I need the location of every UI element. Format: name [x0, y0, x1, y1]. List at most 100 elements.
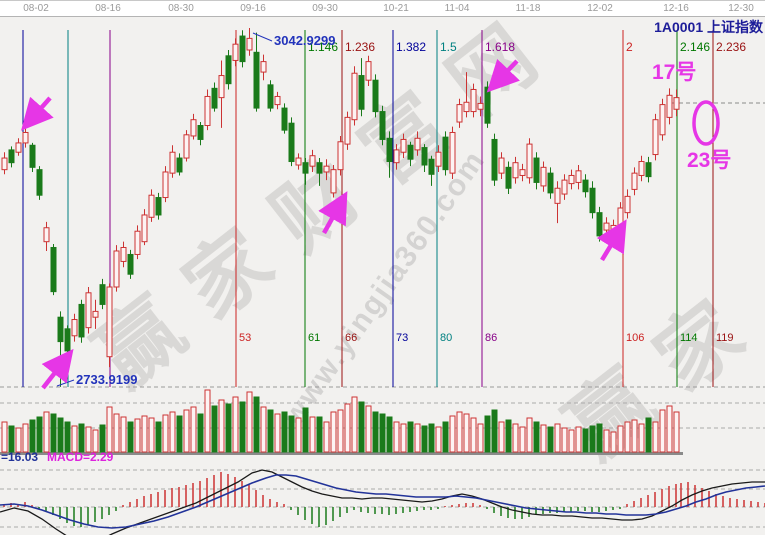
- annotation-arrow: [486, 58, 520, 93]
- candlestick: [295, 157, 302, 166]
- volume-bar: [218, 399, 225, 453]
- candlestick: [57, 316, 64, 343]
- candlestick: [85, 292, 92, 329]
- volume-bar: [120, 416, 127, 453]
- volume-bar: [183, 409, 190, 453]
- volume-bar: [267, 409, 274, 453]
- volume-bar: [211, 405, 218, 453]
- candlestick: [547, 172, 554, 194]
- candlestick: [400, 138, 407, 153]
- date-label: 11-04: [444, 3, 470, 14]
- volume-bar: [638, 423, 645, 453]
- volume-bar: [400, 423, 407, 453]
- candlestick: [505, 166, 512, 189]
- candlestick: [36, 169, 43, 196]
- low-price-label: 2733.9199: [76, 372, 138, 387]
- volume-bar: [386, 416, 393, 453]
- volume-bar: [15, 427, 22, 453]
- volume-bar: [512, 423, 519, 453]
- fib-ratio-label: 1.236: [345, 40, 375, 54]
- candlestick: [232, 43, 239, 61]
- candlestick: [239, 35, 246, 63]
- candlestick: [351, 72, 358, 121]
- candlestick: [435, 151, 442, 167]
- volume-bar: [176, 415, 183, 453]
- volume-bar: [407, 421, 414, 453]
- macd-dea-line: [0, 474, 765, 529]
- volume-bar: [1, 421, 8, 453]
- volume-bar: [302, 407, 309, 453]
- volume-bar: [344, 403, 351, 453]
- candlestick: [421, 147, 428, 166]
- volume-bar: [134, 418, 141, 453]
- fib-day-number: 61: [308, 332, 320, 344]
- volume-bar: [330, 411, 337, 453]
- annotation-day23: 23号: [687, 149, 732, 172]
- candlestick: [155, 197, 162, 216]
- candlestick: [267, 84, 274, 109]
- date-label: 10-21: [383, 3, 409, 14]
- volume-bar: [449, 415, 456, 453]
- volume-bar: [470, 417, 477, 453]
- candlestick: [246, 37, 253, 51]
- fib-day-number: 119: [716, 332, 734, 344]
- date-axis: 08-02 08-16 08-30 09-16 09-30 10-21 11-04 11-18…: [0, 0, 765, 17]
- date-label: 08-02: [23, 3, 49, 14]
- candlestick: [456, 104, 463, 123]
- candlestick: [554, 187, 561, 204]
- volume-bar: [554, 423, 561, 453]
- candlestick: [323, 165, 330, 173]
- volume-bar: [274, 413, 281, 453]
- candlestick: [288, 122, 295, 163]
- fib-day-number: 53: [239, 332, 251, 344]
- candlestick: [8, 149, 15, 164]
- date-label: 09-30: [312, 3, 338, 14]
- volume-bar: [414, 423, 421, 453]
- symbol-title: 1A0001 上证指数: [654, 19, 763, 35]
- volume-bar: [288, 415, 295, 453]
- fib-ratio-label: 1.618: [485, 40, 515, 54]
- candlestick: [106, 286, 113, 358]
- volume-bar: [309, 416, 316, 453]
- volume-bar: [351, 396, 358, 453]
- volume-bar: [281, 411, 288, 453]
- candlestick: [645, 162, 652, 178]
- date-label: 08-16: [95, 3, 121, 14]
- volume-bar: [659, 409, 666, 453]
- candlestick: [519, 169, 526, 176]
- volume-bar: [421, 425, 428, 453]
- volume-bar: [561, 427, 568, 453]
- volume-bar: [456, 411, 463, 453]
- candlestick: [330, 169, 337, 194]
- candlestick: [190, 119, 197, 137]
- candlestick: [344, 116, 351, 145]
- candlestick: [561, 179, 568, 195]
- fib-day-number: 106: [626, 332, 644, 344]
- date-label: 08-30: [168, 3, 194, 14]
- candlestick: [204, 95, 211, 127]
- volume-bar: [673, 411, 680, 453]
- high-price-label: 3042.9299: [274, 33, 336, 48]
- candlestick: [624, 195, 631, 214]
- date-label: 12-16: [663, 3, 689, 14]
- volume-bar: [162, 414, 169, 453]
- candlestick: [15, 142, 22, 153]
- candlestick: [316, 162, 323, 174]
- volume-bar: [575, 426, 582, 453]
- volume-bar: [99, 424, 106, 453]
- date-label: 12-30: [728, 3, 754, 14]
- volume-bar: [316, 416, 323, 453]
- volume-bar: [113, 413, 120, 453]
- volume-bar: [547, 426, 554, 453]
- volume-bar: [491, 409, 498, 453]
- candlestick: [92, 310, 99, 318]
- fib-ratio-label: 2.236: [716, 40, 746, 54]
- candlestick: [120, 246, 127, 262]
- candlestick: [148, 194, 155, 218]
- volume-bar: [106, 406, 113, 453]
- candlestick: [1, 157, 8, 171]
- volume-bar: [50, 413, 57, 453]
- volume-bar: [533, 421, 540, 453]
- candlestick: [575, 170, 582, 183]
